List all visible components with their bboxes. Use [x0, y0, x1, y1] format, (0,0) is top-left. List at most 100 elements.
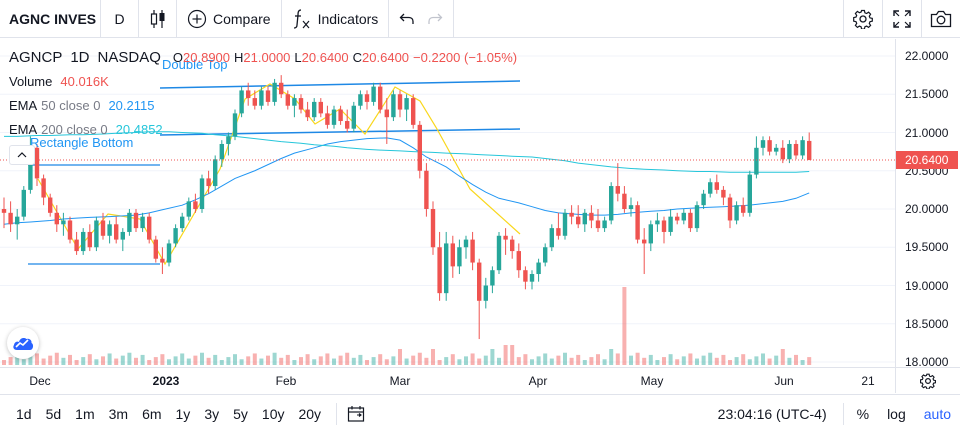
candle — [470, 231, 475, 271]
axis-settings-button[interactable] — [895, 367, 960, 393]
fx-icon — [293, 8, 310, 29]
candle-body — [800, 140, 805, 156]
last-price-label: 20.6400 — [896, 151, 958, 170]
tradingview-logo[interactable] — [7, 327, 39, 359]
ema200-legend-row[interactable]: EMA 200 close 0 20.4852 — [9, 117, 517, 141]
volume-bar — [68, 354, 72, 365]
candle-body — [226, 136, 231, 144]
candle — [404, 94, 409, 122]
candle — [582, 209, 587, 232]
candle — [331, 105, 337, 129]
range-button-6m[interactable]: 6m — [142, 406, 162, 422]
volume-bar — [668, 354, 673, 365]
candle-body — [160, 258, 165, 263]
candle — [180, 212, 185, 232]
range-button-1m[interactable]: 1m — [75, 406, 95, 422]
candle — [279, 75, 284, 99]
range-button-20y[interactable]: 20y — [298, 406, 322, 422]
candle — [147, 212, 152, 244]
candle — [496, 231, 502, 275]
range-button-3m[interactable]: 3m — [108, 406, 129, 422]
price-tick-label: 18.0000 — [905, 355, 949, 369]
range-button-5d[interactable]: 5d — [45, 406, 62, 422]
volume-bar — [318, 356, 323, 365]
candle-body — [767, 140, 772, 152]
candle — [490, 266, 495, 294]
candle — [767, 136, 772, 156]
candle-body — [358, 94, 363, 106]
volume-bar — [576, 354, 581, 365]
price-chart[interactable] — [0, 39, 895, 367]
candle — [206, 170, 211, 194]
price-axis[interactable]: 22.0000 21.5000 21.0000 20.5000 20.0000 19.50… — [895, 39, 960, 369]
candle-body — [120, 231, 125, 240]
candles-icon — [150, 9, 164, 28]
candle — [298, 94, 304, 114]
candle-body — [708, 182, 713, 194]
candle-body — [292, 98, 297, 106]
candle — [444, 231, 449, 301]
candle — [140, 212, 145, 232]
symbol-search-button[interactable]: AGNC INVES — [9, 10, 97, 27]
fullscreen-button[interactable] — [883, 0, 921, 38]
range-button-1y[interactable]: 1y — [175, 406, 191, 422]
candle-body — [21, 189, 26, 217]
double-top-label[interactable]: Double Top — [162, 57, 228, 72]
candle — [358, 90, 363, 110]
auto-scale-button[interactable]: auto — [923, 406, 951, 422]
range-button-3y[interactable]: 3y — [204, 406, 220, 422]
screenshot-button[interactable] — [922, 0, 960, 38]
range-button-10y[interactable]: 10y — [261, 406, 285, 422]
candle-body — [741, 205, 746, 213]
compare-button[interactable]: Compare — [177, 0, 281, 38]
volume-bar — [728, 360, 732, 365]
candle-body — [48, 197, 53, 213]
legend-collapse-button[interactable] — [9, 145, 35, 165]
volume-bar — [609, 349, 614, 365]
volume-bars — [2, 287, 812, 365]
time-axis[interactable]: Dec 2023 Feb Mar Apr May Jun 21 — [0, 367, 895, 393]
candle-body — [688, 212, 693, 229]
volume-bar — [761, 353, 765, 365]
symbol-legend-row[interactable]: AGNCP 1D NASDAQ O20.8900 H21.0000 L20.64… — [9, 45, 517, 69]
ema50-legend-row[interactable]: EMA 50 close 0 20.2115 — [9, 93, 517, 117]
undo-button[interactable] — [393, 0, 421, 38]
candle — [727, 193, 733, 229]
candle — [391, 90, 396, 122]
volume-bar — [365, 360, 369, 365]
chart-pane[interactable]: Double Top Rectangle Bottom — [0, 39, 895, 367]
time-tick-label: May — [640, 374, 664, 388]
volume-bar — [780, 349, 785, 365]
double-top-line-lower[interactable] — [159, 128, 521, 136]
candle-body — [351, 105, 356, 129]
candle-body — [127, 212, 132, 232]
volume-legend-row[interactable]: Volume 40.016K — [9, 69, 517, 93]
range-button-5y[interactable]: 5y — [233, 406, 248, 422]
chart-style-button[interactable] — [139, 0, 176, 38]
percent-scale-button[interactable]: % — [856, 406, 870, 422]
volume-bar — [741, 354, 746, 365]
volume-bar — [549, 358, 554, 365]
legend-ohlc-high: H21.0000 — [234, 49, 291, 65]
ema50-label: EMA — [9, 97, 38, 113]
rectangle-bottom-label[interactable]: Rectangle Bottom — [30, 135, 134, 150]
candle — [780, 140, 785, 164]
clock[interactable]: 23:04:16 (UTC-4) — [717, 406, 827, 422]
toolbar-divider — [138, 0, 139, 38]
indicators-button[interactable]: Indicators — [282, 0, 389, 38]
volume-bar — [206, 357, 211, 365]
candle-body — [186, 201, 191, 217]
log-scale-button[interactable]: log — [887, 406, 906, 422]
candle-body — [701, 193, 706, 206]
settings-button[interactable] — [844, 0, 882, 38]
redo-button[interactable] — [421, 0, 449, 38]
top-toolbar: AGNC INVES D Compare — [0, 0, 960, 38]
volume-bar — [279, 357, 284, 365]
double-top-line-upper[interactable] — [159, 80, 521, 89]
goto-date-button[interactable] — [347, 405, 365, 423]
volume-bar — [351, 357, 356, 365]
candle-body — [279, 82, 284, 95]
interval-button[interactable]: D — [114, 10, 125, 27]
volume-bar — [569, 357, 574, 365]
range-button-1d[interactable]: 1d — [16, 406, 32, 422]
